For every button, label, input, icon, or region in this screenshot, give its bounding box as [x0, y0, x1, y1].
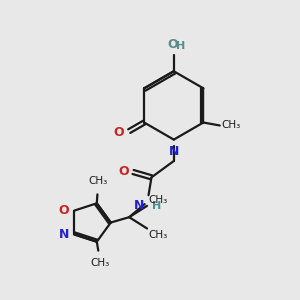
Text: H: H	[176, 41, 185, 51]
Text: CH₃: CH₃	[148, 230, 168, 240]
Text: O: O	[58, 204, 69, 217]
Text: CH₃: CH₃	[148, 195, 168, 205]
Text: CH₃: CH₃	[221, 121, 241, 130]
Text: O: O	[114, 126, 124, 139]
Text: O: O	[167, 38, 178, 51]
Text: O: O	[118, 166, 129, 178]
Text: H: H	[152, 201, 162, 211]
Text: CH₃: CH₃	[89, 176, 108, 186]
Text: CH₃: CH₃	[90, 258, 110, 268]
Text: N: N	[58, 228, 69, 241]
Text: N: N	[169, 145, 179, 158]
Text: N: N	[134, 199, 145, 212]
